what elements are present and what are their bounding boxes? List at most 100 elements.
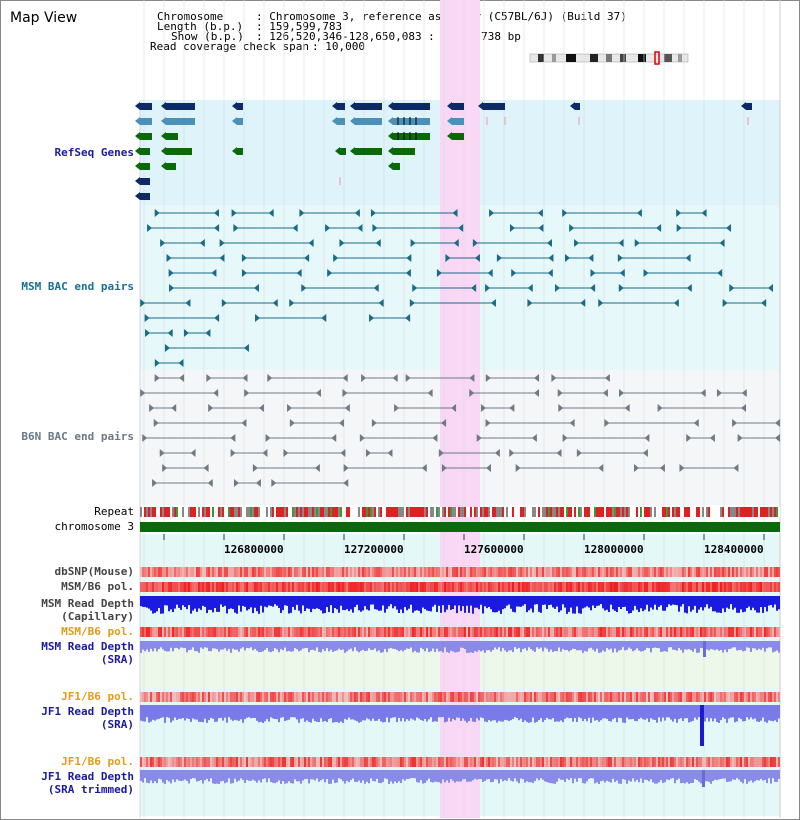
track-label-msm-bac[interactable]: MSM BAC end pairs [21, 280, 134, 293]
dbsnp-heat [170, 567, 172, 577]
jf1-trimmed-depth [234, 770, 236, 779]
repeat-segment [536, 507, 538, 517]
jf1-b6-pol-heat [272, 757, 274, 767]
msm-b6-pol-heat [390, 582, 392, 592]
msm-capillary-depth [756, 596, 758, 613]
jf1-sra-depth [730, 705, 732, 718]
msm-b6-pol-heat [370, 582, 372, 592]
jf1-trimmed-depth [180, 770, 182, 782]
msm-sra-depth [364, 641, 366, 652]
track-label-refseq-genes[interactable]: RefSeq Genes [54, 146, 134, 159]
msm-b6-pol-heat [602, 627, 604, 637]
jf1-b6-pol-heat [770, 757, 772, 767]
msm-capillary-depth [750, 596, 752, 611]
msm-capillary-depth [532, 596, 534, 613]
msm-b6-pol-heat [282, 582, 284, 592]
jf1-sra-depth [510, 705, 512, 721]
msm-sra-depth [158, 641, 160, 650]
msm-sra-depth [368, 641, 370, 649]
dbsnp-heat [160, 567, 162, 577]
msm-b6-pol-heat [156, 627, 158, 637]
dbsnp-heat [646, 567, 648, 577]
bac-end-arrow [634, 464, 640, 472]
jf1-b6-pol-heat [746, 757, 748, 767]
jf1-b6-pol-heat [718, 757, 720, 767]
msm-b6-pol-heat [418, 582, 420, 592]
msm-b6-pol-heat [228, 582, 230, 592]
msm-b6-pol-heat [434, 582, 436, 592]
msm-b6-pol-heat [640, 582, 642, 592]
track-label-dbsnp[interactable]: dbSNP(Mouse) [54, 565, 134, 578]
repeat-segment [154, 507, 156, 517]
jf1-b6-pol-heat [176, 692, 178, 702]
msm-b6-pol-heat [448, 627, 450, 637]
bac-end-arrow [152, 479, 158, 487]
msm-capillary-depth [242, 596, 244, 606]
jf1-sra-depth [690, 705, 692, 722]
msm-b6-pol-heat [322, 582, 324, 592]
dbsnp-heat [502, 567, 504, 577]
jf1-sra-depth [266, 705, 268, 720]
dbsnp-heat [336, 567, 338, 577]
msm-b6-pol-heat [608, 582, 610, 592]
track-label-jf1-b6-pol-2[interactable]: JF1/B6 pol. [61, 755, 134, 768]
msm-sra-depth [518, 641, 520, 648]
msm-b6-pol-heat [404, 582, 406, 592]
dbsnp-heat [644, 567, 646, 577]
jf1-b6-pol-heat [192, 757, 194, 767]
msm-sra-depth [192, 641, 194, 648]
dbsnp-heat [326, 567, 328, 577]
track-label-msm-read-depth-capillary-1[interactable]: MSM Read Depth [41, 597, 134, 610]
repeat-segment [648, 507, 650, 517]
msm-b6-pol-heat [740, 627, 742, 637]
jf1-b6-pol-heat [642, 692, 644, 702]
bac-end-arrow [686, 434, 692, 442]
msm-capillary-depth [612, 596, 614, 610]
msm-b6-pol-heat [400, 627, 402, 637]
track-label-msm-b6-pol[interactable]: MSM/B6 pol. [61, 580, 134, 593]
msm-b6-pol-heat [680, 627, 682, 637]
msm-b6-pol-heat [252, 627, 254, 637]
gene-strand-arrow [135, 177, 140, 185]
msm-b6-pol-heat [490, 627, 492, 637]
msm-b6-pol-heat [350, 582, 352, 592]
track-label-repeat[interactable]: Repeat [94, 505, 134, 518]
track-label-jf1-b6-pol[interactable]: JF1/B6 pol. [61, 690, 134, 703]
track-label-msm-b6-pol-2[interactable]: MSM/B6 pol. [61, 625, 134, 638]
repeat-segment [188, 507, 190, 517]
jf1-sra-depth [368, 705, 370, 720]
track-label-msm-read-depth-sra-1[interactable]: MSM Read Depth [41, 640, 134, 653]
msm-b6-pol-heat [456, 627, 458, 637]
jf1-trimmed-depth [774, 770, 776, 782]
msm-sra-depth [556, 641, 558, 652]
msm-capillary-depth [402, 596, 404, 614]
jf1-sra-depth [354, 705, 356, 721]
msm-sra-depth [620, 641, 622, 650]
repeat-segment [220, 507, 222, 517]
repeat-segment [290, 507, 292, 517]
msm-capillary-depth [288, 596, 290, 614]
msm-b6-pol-heat [184, 627, 186, 637]
msm-capillary-depth [392, 596, 394, 609]
jf1-b6-pol-heat [244, 692, 246, 702]
jf1-b6-pol-heat [588, 692, 590, 702]
track-label-jf1-read-depth-sra-1[interactable]: JF1 Read Depth [41, 705, 134, 718]
msm-b6-pol-heat [144, 582, 146, 592]
jf1-trimmed-depth [396, 770, 398, 783]
jf1-b6-pol-heat [512, 692, 514, 702]
msm-b6-pol-heat [758, 582, 760, 592]
dbsnp-heat [544, 567, 546, 577]
jf1-b6-pol-heat [284, 692, 286, 702]
track-label-b6n-bac[interactable]: B6N BAC end pairs [21, 430, 134, 443]
msm-b6-pol-heat [152, 582, 154, 592]
dbsnp-heat [674, 567, 676, 577]
jf1-trimmed-depth [494, 770, 496, 780]
repeat-segment [384, 507, 386, 517]
track-label-jf1-read-depth-trimmed-1[interactable]: JF1 Read Depth [41, 770, 134, 783]
dbsnp-heat [634, 567, 636, 577]
msm-b6-pol-heat [770, 627, 772, 637]
msm-sra-depth [214, 641, 216, 649]
repeat-segment [396, 507, 398, 517]
jf1-trimmed-depth [366, 770, 368, 782]
